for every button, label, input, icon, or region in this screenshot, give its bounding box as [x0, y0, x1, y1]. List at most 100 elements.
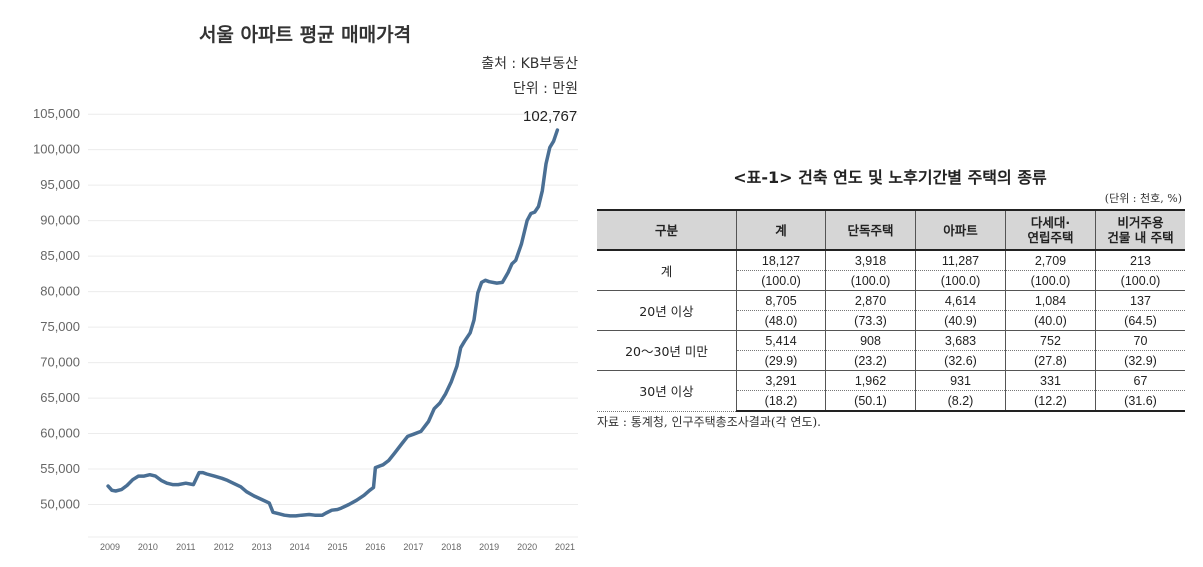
x-tick-label: 2009: [100, 542, 120, 552]
table-cell-value: 908: [825, 330, 916, 351]
table-cell-percent: (100.0): [1004, 270, 1096, 291]
table-cell-value: 2,709: [1004, 249, 1096, 271]
table-row-percent: (100.0) (100.0) (100.0) (100.0) (100.0): [597, 270, 1185, 291]
row-label: 계: [597, 249, 737, 291]
table-row: 30년 이상 3,291 1,962 931 331 67: [597, 370, 1185, 412]
y-axis-ticks: 105,000 100,000 95,000 90,000 85,000 80,000 75…: [33, 106, 80, 511]
price-line: [106, 128, 560, 518]
table-cell-value: 931: [915, 370, 1006, 391]
last-value-label: 102,767: [523, 108, 577, 125]
table-cell-value: 331: [1004, 370, 1096, 391]
table-cell-value: 67: [1094, 370, 1185, 391]
header-apartment: 아파트: [915, 209, 1006, 251]
header-category: 구분: [597, 209, 737, 251]
table-row-percent: (48.0) (73.3) (40.9) (40.0) (64.5): [597, 310, 1185, 331]
table-cell-percent: (40.0): [1004, 310, 1096, 331]
table-cell-value: 137: [1094, 290, 1185, 311]
header-nonresidential: 비거주용 건물 내 주택: [1094, 209, 1185, 251]
x-tick-label: 2021: [555, 542, 575, 552]
grid-lines: [88, 113, 578, 538]
table-cell-value: 2,870: [825, 290, 916, 311]
header-multiplex: 다세대· 연립주택: [1004, 209, 1096, 251]
table-row-percent: (18.2) (50.1) (8.2) (12.2) (31.6): [597, 390, 1185, 412]
table-cell-percent: (12.2): [1004, 390, 1096, 412]
table-row: 계 18,127 3,918 11,287 2,709 213: [597, 249, 1185, 291]
table-title: <표-1> 건축 연도 및 노후기간별 주택의 종류: [733, 168, 1047, 187]
row-label: 20년 이상: [597, 290, 737, 331]
x-tick-label: 2016: [365, 542, 385, 552]
table-cell-percent: (27.8): [1004, 350, 1096, 371]
x-tick-label: 2015: [327, 542, 347, 552]
table-cell-value: 1,962: [825, 370, 916, 391]
x-tick-label: 2019: [479, 542, 499, 552]
table-cell-value: 3,291: [735, 370, 827, 391]
table-cell-percent: (73.3): [825, 310, 916, 331]
table-cell-percent: (64.5): [1094, 310, 1185, 331]
x-tick-label: 2018: [441, 542, 461, 552]
table-cell-percent: (50.1): [825, 390, 916, 412]
header-detached: 단독주택: [825, 209, 916, 251]
y-tick-label: 75,000: [40, 319, 80, 334]
table-cell-percent: (32.6): [915, 350, 1006, 371]
table-cell-percent: (100.0): [1094, 270, 1185, 291]
table-cell-percent: (40.9): [915, 310, 1006, 331]
table-header-row: 구분 계 단독주택 아파트 다세대· 연립주택 비거주용 건물 내 주택: [597, 209, 1185, 251]
table-row-percent: (29.9) (23.2) (32.6) (27.8) (32.9): [597, 350, 1185, 371]
y-tick-label: 105,000: [33, 106, 80, 121]
y-tick-label: 65,000: [40, 390, 80, 405]
y-tick-label: 60,000: [40, 426, 80, 441]
table-row: 20년 이상 8,705 2,870 4,614 1,084 137: [597, 290, 1185, 331]
table-cell-value: 3,918: [825, 249, 916, 271]
y-tick-label: 95,000: [40, 177, 80, 192]
table-cell-value: 3,683: [915, 330, 1006, 351]
chart-title: 서울 아파트 평균 매매가격: [199, 24, 411, 46]
housing-type-table: 구분 계 단독주택 아파트 다세대· 연립주택 비거주용 건물 내 주택 계 18,1…: [597, 209, 1185, 412]
x-tick-label: 2014: [290, 542, 310, 552]
table-unit: (단위 : 천호, %): [1104, 192, 1182, 205]
table-cell-percent: (48.0): [735, 310, 827, 331]
table-cell-value: 8,705: [735, 290, 827, 311]
table-cell-percent: (100.0): [735, 270, 827, 291]
y-tick-label: 80,000: [40, 284, 80, 299]
y-tick-label: 55,000: [40, 461, 80, 476]
chart-source: 출처 : KB부동산: [481, 56, 578, 72]
table-cell-value: 213: [1094, 249, 1185, 271]
table-cell-percent: (29.9): [735, 350, 827, 371]
y-tick-label: 85,000: [40, 248, 80, 263]
table-cell-percent: (18.2): [735, 390, 827, 412]
y-tick-label: 100,000: [33, 142, 80, 157]
x-tick-label: 2012: [214, 542, 234, 552]
table-cell-percent: (23.2): [825, 350, 916, 371]
table-cell-percent: (100.0): [825, 270, 916, 291]
table-cell-value: 18,127: [735, 249, 827, 271]
table-source: 자료 : 통계청, 인구주택총조사결과(각 연도).: [597, 415, 821, 429]
x-tick-label: 2013: [252, 542, 272, 552]
table-cell-percent: (8.2): [915, 390, 1006, 412]
series-layer: [106, 128, 560, 518]
table-cell-percent: (31.6): [1094, 390, 1185, 412]
x-tick-label: 2010: [138, 542, 158, 552]
table-cell-value: 1,084: [1004, 290, 1096, 311]
table-body: 계 18,127 3,918 11,287 2,709 213 (100.0) (100.0)…: [597, 249, 1185, 412]
y-tick-label: 90,000: [40, 213, 80, 228]
x-axis-ticks: 2009 2010 2011 2012 2013 2014 2015 2016 2017 2018…: [100, 542, 575, 552]
header-total: 계: [735, 209, 827, 251]
x-tick-label: 2011: [176, 542, 195, 552]
row-label: 30년 이상: [597, 370, 737, 412]
table-cell-value: 70: [1094, 330, 1185, 351]
table-cell-value: 11,287: [915, 249, 1006, 271]
x-tick-label: 2020: [517, 542, 537, 552]
line-chart-panel: 서울 아파트 평균 매매가격 출처 : KB부동산 단위 : 만원 105,00…: [0, 0, 600, 567]
x-tick-label: 2017: [403, 542, 423, 552]
table-row: 20～30년 미만 5,414 908 3,683 752 70: [597, 330, 1185, 371]
line-chart: 서울 아파트 평균 매매가격 출처 : KB부동산 단위 : 만원 105,00…: [33, 24, 578, 552]
y-tick-label: 50,000: [40, 497, 80, 512]
y-tick-label: 70,000: [40, 355, 80, 370]
row-label: 20～30년 미만: [597, 330, 737, 371]
table-cell-percent: (100.0): [915, 270, 1006, 291]
table-cell-percent: (32.9): [1094, 350, 1185, 371]
table-cell-value: 752: [1004, 330, 1096, 351]
table-cell-value: 4,614: [915, 290, 1006, 311]
chart-unit: 단위 : 만원: [513, 81, 578, 97]
table-cell-value: 5,414: [735, 330, 827, 351]
